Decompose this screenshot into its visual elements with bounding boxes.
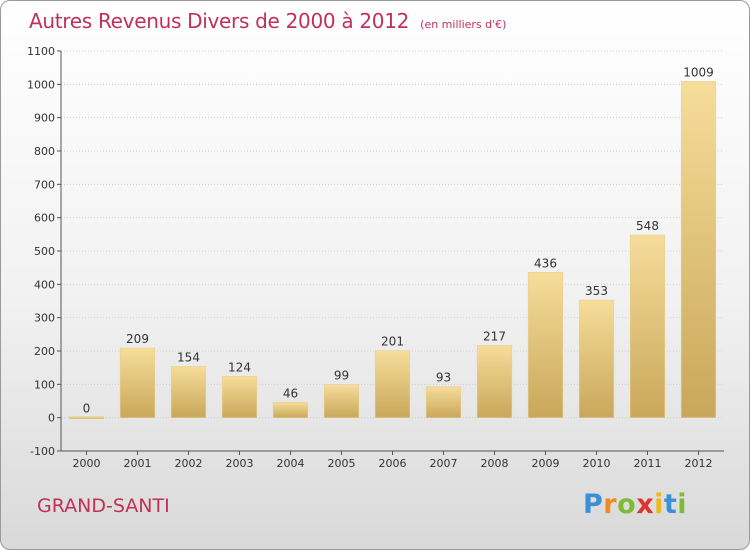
- chart-title-block: Autres Revenus Divers de 2000 à 2012 (en…: [29, 9, 506, 33]
- axes: -100 0 100 200 300 400 500 600 700 800 900 1000 1100…: [27, 45, 724, 470]
- bar-2010: [578, 299, 615, 418]
- y-tick-label: 500: [34, 245, 55, 258]
- data-label-2008: 217: [483, 329, 506, 343]
- x-tick-label-2002: 2002: [175, 457, 203, 470]
- data-label-2009: 436: [534, 256, 557, 270]
- x-tick-label-2000: 2000: [73, 457, 101, 470]
- logo-letter: t: [663, 489, 678, 520]
- y-tick-label: 1100: [27, 45, 55, 58]
- bar-2005: [323, 384, 360, 418]
- x-tick-label-2009: 2009: [532, 457, 560, 470]
- bar-2001: [119, 347, 156, 418]
- data-label-2005: 99: [334, 369, 349, 383]
- bar-2011: [629, 234, 666, 418]
- data-label-2000: 0: [83, 402, 91, 416]
- bar-2008: [476, 345, 513, 418]
- data-label-2006: 201: [381, 335, 404, 349]
- x-tick-label-2006: 2006: [379, 457, 407, 470]
- data-label-2004: 46: [283, 386, 298, 400]
- bars: [68, 81, 717, 419]
- logo-letter: o: [617, 489, 637, 520]
- data-labels: 0 209 154 124 46 99 201 93 217 436 353 548 1009: [83, 65, 714, 415]
- y-tick-label: 200: [34, 345, 55, 358]
- y-tick-label: -100: [30, 445, 55, 458]
- logo-letter: r: [603, 489, 618, 520]
- bar-2012: [680, 81, 717, 418]
- chart-title: Autres Revenus Divers de 2000 à 2012: [29, 9, 410, 33]
- bar-2002: [170, 366, 207, 418]
- logo-letter: x: [636, 489, 655, 520]
- x-tick-label-2005: 2005: [328, 457, 356, 470]
- y-tick-label: 100: [34, 378, 55, 391]
- y-tick-label: 1000: [27, 78, 55, 91]
- bar-2006: [374, 350, 411, 418]
- y-tick-label: 800: [34, 145, 55, 158]
- chart-unit-note: (en milliers d'€): [420, 18, 507, 31]
- commune-name: GRAND-SANTI: [37, 495, 170, 517]
- x-tick-label-2012: 2012: [685, 457, 713, 470]
- bar-2009: [527, 272, 564, 418]
- data-label-2001: 209: [126, 332, 149, 346]
- y-tick-label: 900: [34, 112, 55, 125]
- data-label-2011: 548: [636, 219, 659, 233]
- bar-2000: [68, 416, 105, 419]
- proxiti-logo: Proxiti: [583, 489, 687, 520]
- x-tick-label-2010: 2010: [583, 457, 611, 470]
- y-tick-label: 700: [34, 178, 55, 191]
- logo-letter: P: [583, 489, 604, 520]
- bar-2004: [272, 402, 309, 418]
- y-tick-label: 400: [34, 278, 55, 291]
- y-tick-label: 0: [48, 412, 55, 425]
- data-label-2003: 124: [228, 360, 251, 374]
- x-tick-label-2004: 2004: [277, 457, 305, 470]
- y-tick-label: 300: [34, 312, 55, 325]
- data-label-2012: 1009: [683, 65, 714, 79]
- bar-2003: [221, 376, 258, 418]
- logo-letter: i: [677, 489, 688, 520]
- x-tick-label-2008: 2008: [481, 457, 509, 470]
- data-label-2007: 93: [436, 371, 451, 385]
- logo-letter: i: [654, 489, 664, 520]
- x-tick-label-2003: 2003: [226, 457, 254, 470]
- data-label-2010: 353: [585, 284, 608, 298]
- x-tick-label-2011: 2011: [634, 457, 662, 470]
- y-tick-label: 600: [34, 212, 55, 225]
- x-tick-label-2007: 2007: [430, 457, 458, 470]
- x-tick-label-2001: 2001: [124, 457, 152, 470]
- data-label-2002: 154: [177, 350, 200, 364]
- bar-2007: [425, 386, 462, 418]
